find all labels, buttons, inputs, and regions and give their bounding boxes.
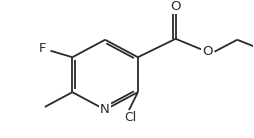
- Text: Cl: Cl: [124, 112, 136, 124]
- Text: O: O: [202, 45, 213, 58]
- Text: F: F: [39, 42, 46, 55]
- Text: N: N: [100, 103, 110, 116]
- Text: O: O: [170, 0, 181, 13]
